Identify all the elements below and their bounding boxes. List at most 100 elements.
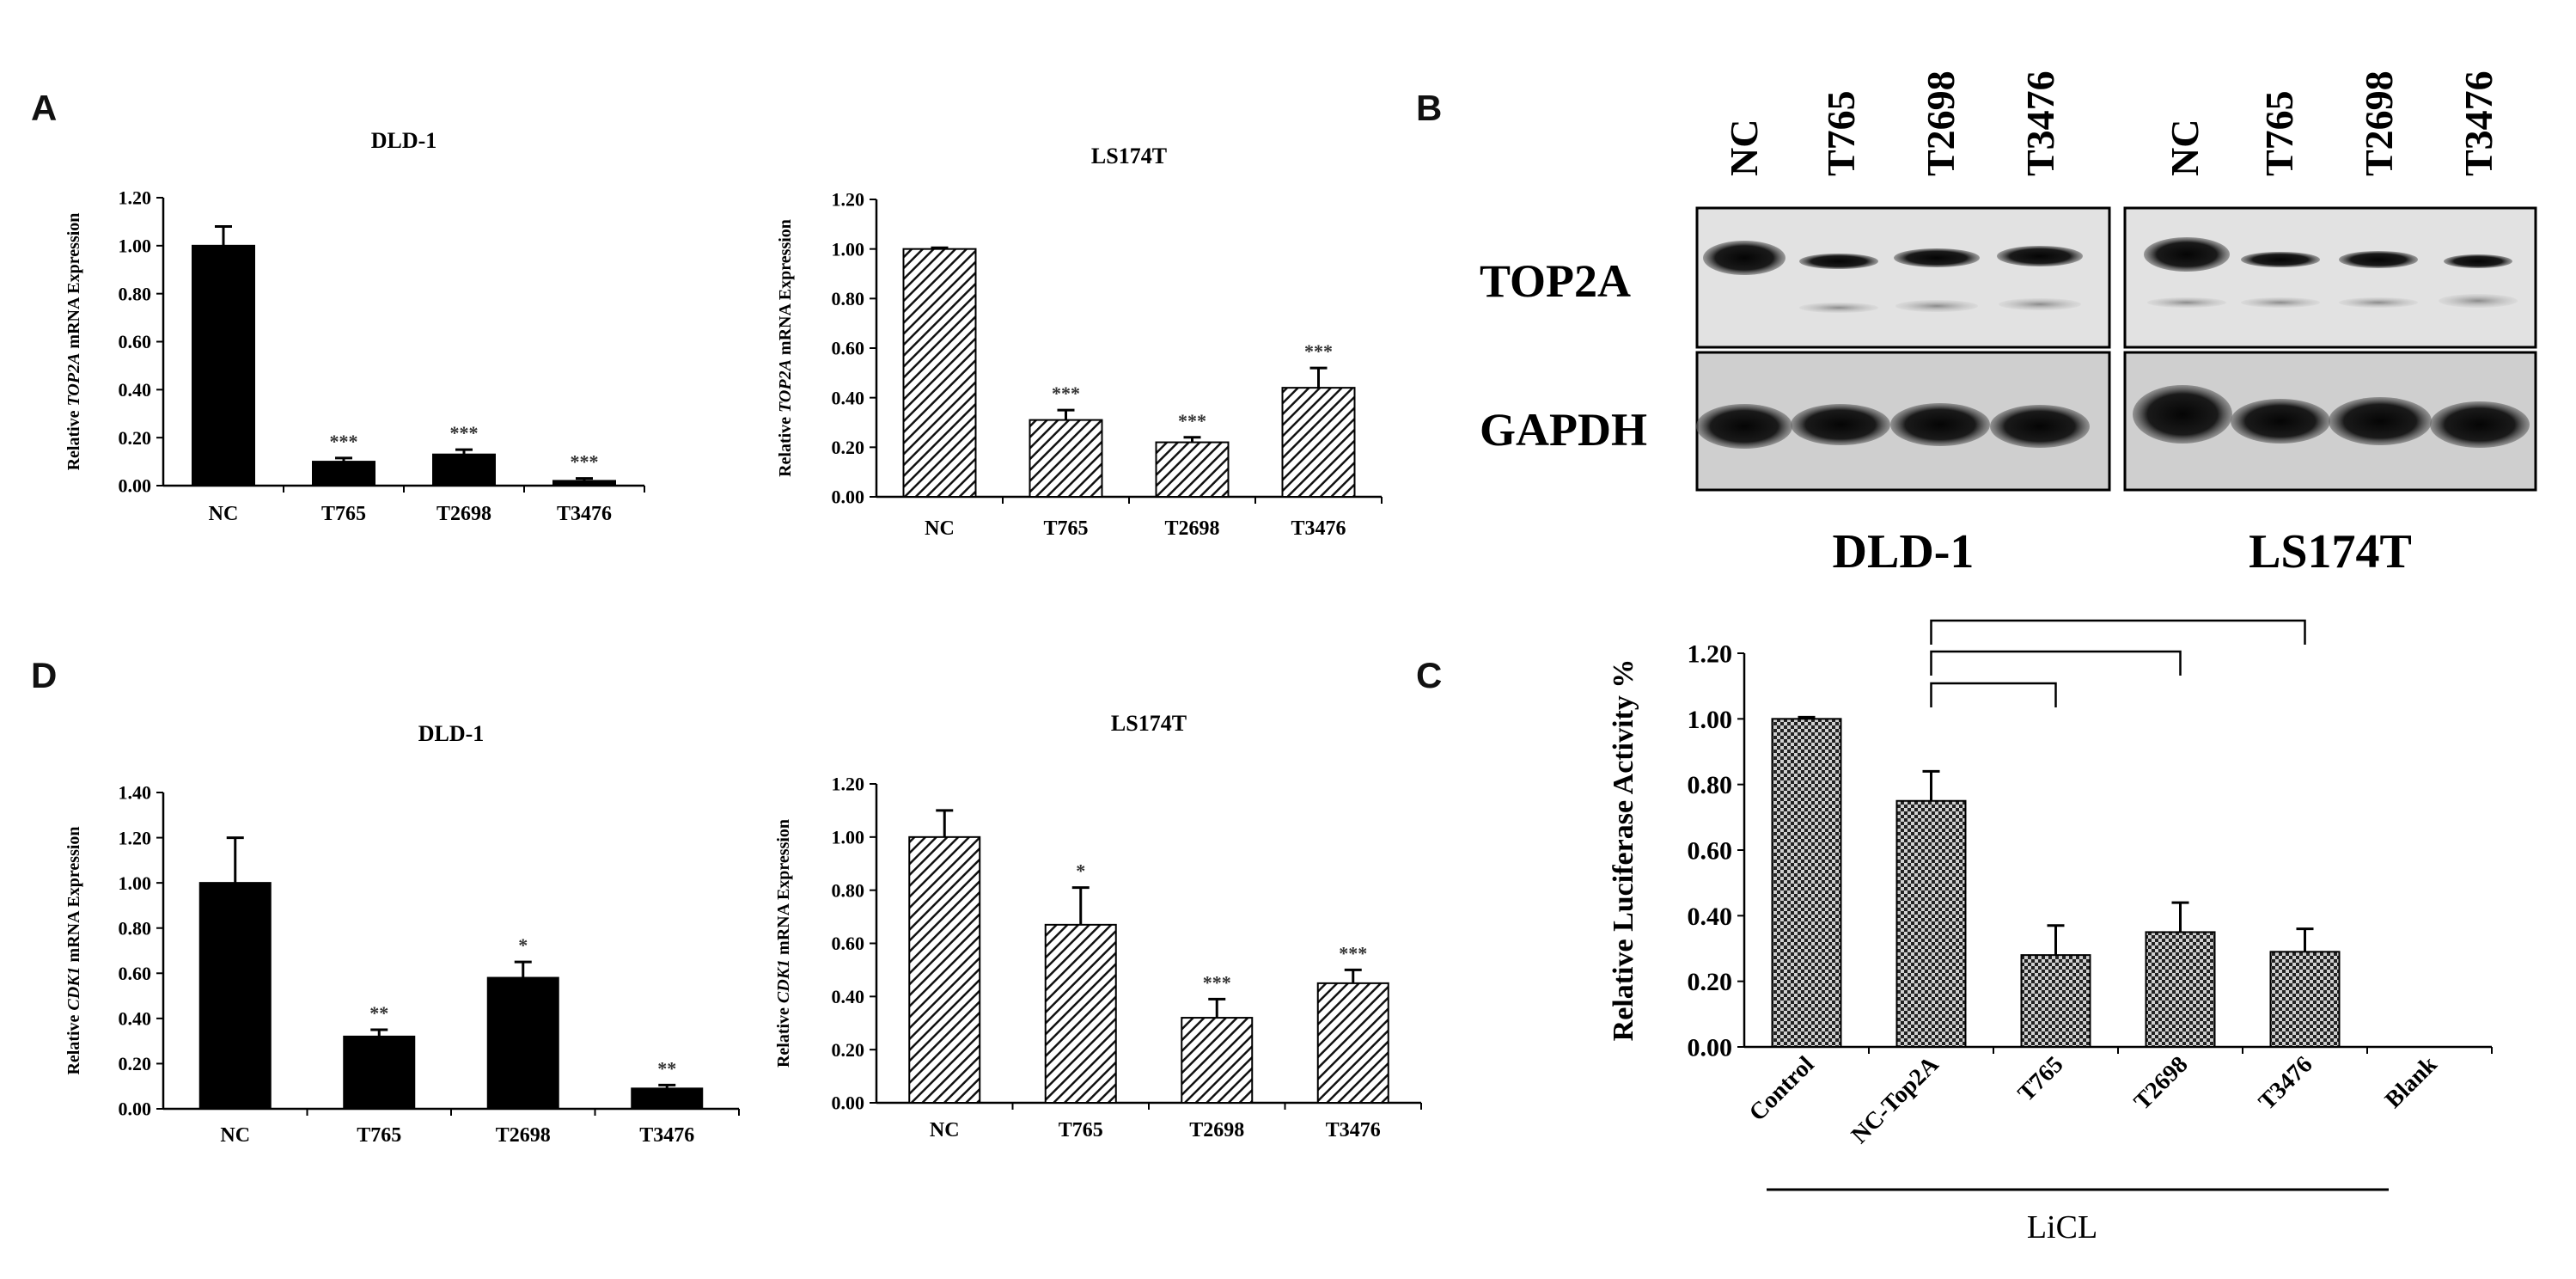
y-tick-label: 1.40: [119, 782, 152, 804]
blot-band: [1703, 241, 1785, 275]
y-axis-label-part: TOP2A: [64, 353, 83, 407]
y-tick-label: 0.80: [119, 283, 152, 304]
y-tick-label: 1.00: [832, 827, 865, 848]
chart-c-luciferase: 0.00 0.20 0.40 0.60 0.80 1.00 1.20 Relative Luc…: [1608, 619, 2493, 1245]
bar: [343, 1035, 416, 1111]
significance-marker: ***: [571, 451, 599, 473]
x-tick-label: NC: [925, 517, 955, 540]
significance-marker: *: [518, 934, 528, 956]
y-tick-label: 1.20: [119, 187, 152, 209]
y-tick-label: 0.60: [832, 338, 865, 359]
y-tick-label: 0.80: [1688, 771, 1733, 799]
x-tick-label: T765: [2013, 1051, 2069, 1107]
blot-band-nonspecific: [2147, 297, 2226, 308]
significance-marker: **: [369, 1002, 388, 1024]
significance-marker: ***: [1203, 971, 1231, 993]
x-tick-label: T2698: [1164, 517, 1219, 540]
significance-marker: ***: [1178, 410, 1206, 431]
y-tick-label: 1.20: [832, 774, 865, 795]
y-tick-label: 0.60: [119, 963, 152, 984]
x-tick-label: T765: [1043, 517, 1088, 540]
y-axis-label: Relative Luciferase Activity %: [1608, 659, 1639, 1042]
x-tick-label: T765: [357, 1124, 401, 1147]
y-tick-label: 0.20: [119, 1053, 152, 1074]
bar: [1029, 419, 1103, 498]
blot-row-label-top2a: TOP2A: [1480, 255, 1631, 307]
chart-a-dld1: DLD-1 0.00 0.20 0.40 0.60 0.80 1.00 1.20 Relativ…: [64, 128, 645, 525]
y-tick-label: 0.60: [119, 331, 152, 352]
blot-band-nonspecific: [2339, 297, 2418, 308]
bar: [192, 244, 255, 487]
blot-band: [2430, 401, 2530, 448]
blot-band: [1799, 254, 1878, 269]
blot-band: [1791, 404, 1890, 445]
y-tick-label: 1.20: [832, 189, 865, 211]
x-tick-label: T3476: [1326, 1119, 1381, 1141]
chart-d-ls174t: LS174T 0.00 0.20 0.40 0.60 0.80 1.00 1.20 Relati…: [774, 711, 1422, 1141]
bar: [2020, 954, 2091, 1048]
y-axis-label-part: mRNA Expression: [774, 819, 793, 959]
chart-d-dld1: DLD-1 0.00 0.20 0.40 0.60 0.80 1.00 1.20 1.40 Rel…: [64, 721, 740, 1147]
panel-letter-b: B: [1416, 88, 1442, 128]
bar: [631, 1087, 704, 1111]
blot-band: [1696, 404, 1792, 449]
blot-band-nonspecific: [2241, 297, 2320, 308]
y-tick-label: 0.60: [1688, 837, 1733, 866]
y-tick-label: 0.80: [832, 879, 865, 901]
x-tick-label: T3476: [639, 1124, 694, 1147]
y-tick-label: 0.40: [119, 379, 152, 401]
panel-letter-d: D: [31, 655, 57, 695]
bar: [312, 461, 375, 487]
panel-letter-c: C: [1416, 655, 1442, 695]
blot-lane-label: T2698: [2357, 70, 2401, 176]
blot-lane-label: T765: [1819, 90, 1863, 176]
y-axis-label-part: CDK1: [64, 966, 83, 1010]
blot-band: [1890, 403, 1990, 446]
blot-band: [2339, 251, 2418, 268]
y-tick-label: 0.60: [832, 933, 865, 954]
x-tick-label: T2698: [436, 503, 491, 525]
x-tick-label: NC: [209, 503, 239, 525]
group-label: LiCL: [2027, 1209, 2097, 1245]
y-axis-label-part: Relative: [64, 1011, 83, 1075]
y-axis-label: Relative TOP2A mRNA Expression: [64, 213, 83, 471]
bar: [1771, 718, 1842, 1048]
y-axis-label-part: TOP2A: [776, 359, 795, 413]
significance-marker: ***: [450, 422, 479, 444]
x-tick-label: Blank: [2380, 1051, 2443, 1114]
blot-band: [1894, 248, 1980, 267]
y-axis-label-part: mRNA Expression: [64, 826, 83, 966]
x-tick-label: T3476: [1291, 517, 1346, 540]
y-tick-label: 0.00: [832, 1092, 865, 1114]
x-tick-label: NC: [220, 1124, 250, 1147]
y-axis-label: Relative CDK1 mRNA Expression: [774, 819, 793, 1068]
blot-lane-label: NC: [1722, 119, 1766, 176]
western-blot: NC T765 T2698 T3476 NC T765 T2698 T3476 …: [1480, 70, 2537, 578]
bar: [1044, 923, 1117, 1104]
blot-band-nonspecific: [2439, 294, 2518, 308]
x-tick-label: T2698: [2129, 1051, 2194, 1116]
significance-marker: ***: [1339, 942, 1367, 964]
y-tick-label: 0.00: [1688, 1034, 1733, 1062]
x-tick-label: T3476: [2254, 1051, 2318, 1116]
bar: [2145, 931, 2216, 1048]
bar: [1895, 799, 1967, 1048]
blot-band-nonspecific: [1799, 303, 1878, 313]
bar: [908, 835, 981, 1104]
chart-title: LS174T: [1111, 711, 1187, 736]
blot-lane-label: T3476: [2457, 70, 2500, 176]
comparison-bracket: [1930, 650, 2182, 676]
blot-band-nonspecific: [1999, 298, 2081, 310]
y-axis-label-part: Relative: [776, 413, 795, 477]
blot-cell-line-ls174t: LS174T: [2249, 525, 2412, 578]
significance-marker: ***: [1304, 340, 1333, 362]
y-axis-label-part: mRNA Expression: [776, 219, 795, 359]
bar: [2269, 951, 2341, 1048]
comparison-bracket: [1930, 619, 2306, 645]
blot-row-label-gapdh: GAPDH: [1480, 404, 1647, 456]
chart-a-ls174t: LS174T 0.00 0.20 0.40 0.60 0.80 1.00 1.20 Relati…: [776, 144, 1383, 540]
blot-cell-line-dld1: DLD-1: [1833, 525, 1975, 578]
significance-marker: *: [1076, 860, 1085, 882]
y-tick-label: 0.00: [119, 475, 152, 497]
bar: [1316, 982, 1389, 1104]
